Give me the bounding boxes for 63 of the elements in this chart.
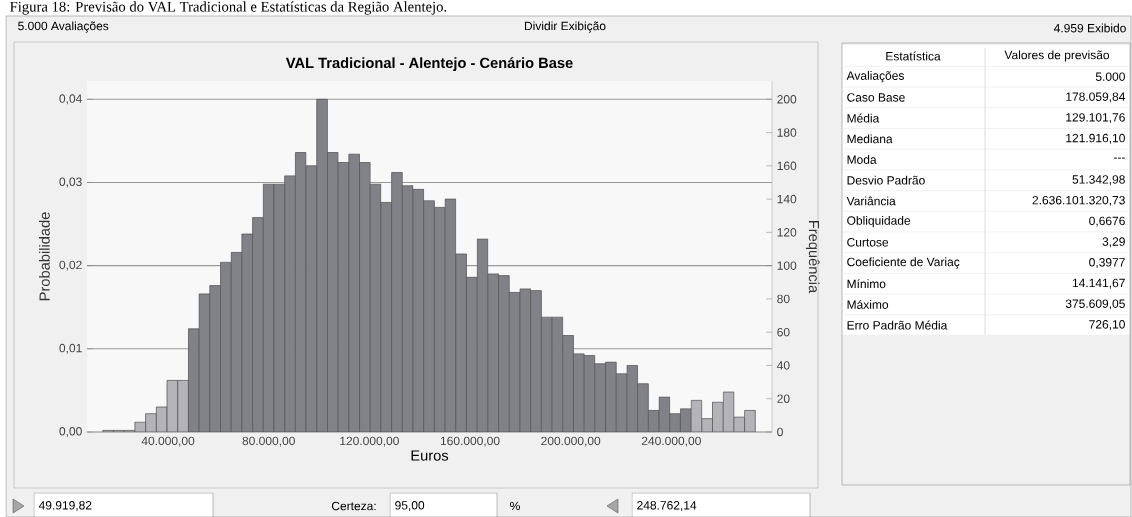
y-tick-label: 0,02 xyxy=(59,260,82,271)
text: 121.916,10 xyxy=(1066,133,1125,144)
text: Certeza: xyxy=(331,501,376,511)
text: Desvio Padrão xyxy=(847,175,925,185)
text: 2.636.101.320,73 xyxy=(1032,195,1125,206)
text: 3,29 xyxy=(1102,237,1125,248)
x-tick-label: 160.000,00 xyxy=(440,436,500,447)
y2-tick-label: 40 xyxy=(776,361,790,370)
text: Avaliações xyxy=(846,71,904,83)
y-tick-label: 0,04 xyxy=(59,94,82,105)
y2-axis-title: Frequência xyxy=(805,221,820,294)
text: Valores de previsão xyxy=(1004,50,1110,62)
y2-tick-label: 80 xyxy=(777,294,790,304)
text: Mediana xyxy=(847,134,893,144)
text: 0,3977 xyxy=(1089,258,1125,268)
text: 726,10 xyxy=(1089,320,1125,331)
y2-tick-label: 140 xyxy=(777,194,797,204)
text: 51.342,98 xyxy=(1072,175,1125,186)
chart-title: VAL Tradicional - Alentejo - Cenário Base xyxy=(285,57,573,71)
y2-tick-label: 180 xyxy=(777,128,797,137)
text: 0,6676 xyxy=(1089,216,1125,227)
text: 14.141,67 xyxy=(1072,278,1125,289)
y-tick-label: 0,00 xyxy=(59,427,82,437)
text: 248.762,14 xyxy=(637,501,697,511)
text: Coeficiente de Variaç xyxy=(847,257,960,269)
x-axis-title: Euros xyxy=(411,450,449,461)
text: 178.059,84 xyxy=(1066,92,1126,103)
y2-tick-label: 200 xyxy=(777,95,797,104)
x-tick-label: 40.000,00 xyxy=(141,436,195,447)
y2-tick-label: 60 xyxy=(777,327,790,337)
text: Máximo xyxy=(847,299,889,309)
text: Média xyxy=(847,113,880,123)
text: Dividir Exibição xyxy=(524,21,606,33)
text: 129.101,76 xyxy=(1066,113,1125,124)
y2-tick-label: 100 xyxy=(777,261,797,270)
text: 4.959 Exibido xyxy=(1053,23,1126,33)
y2-tick-label: 20 xyxy=(777,394,790,403)
y-axis-title: Probabilidade xyxy=(39,212,50,301)
text: Erro Padrão Média xyxy=(847,320,948,330)
text: Caso Base xyxy=(847,93,905,102)
text: Obliquidade xyxy=(847,216,911,228)
y2-tick-label: 160 xyxy=(777,161,797,171)
y-tick-label: 0,03 xyxy=(59,177,82,188)
text: --- xyxy=(1113,157,1125,159)
text: 95,00 xyxy=(395,501,425,511)
x-tick-label: 200.000,00 xyxy=(541,436,601,447)
y2-tick-label: 0 xyxy=(777,427,783,437)
text: Figura 18: Previsão do VAL Tradicional e Estatísticas da Região Alentejo. xyxy=(10,1,447,15)
x-tick-label: 120.000,00 xyxy=(340,436,399,447)
text: Mínimo xyxy=(847,279,886,289)
text: Moda xyxy=(847,155,877,164)
x-tick-label: 80.000,00 xyxy=(242,436,295,447)
text: 5.000 Avaliações xyxy=(18,21,109,33)
text: Curtose xyxy=(847,238,889,247)
text: 49.919,82 xyxy=(38,501,92,511)
text: % xyxy=(510,501,520,511)
y-tick-label: 0,01 xyxy=(59,343,82,354)
x-tick-label: 240.000,00 xyxy=(641,436,701,447)
text: 375.609,05 xyxy=(1065,299,1125,310)
text: Estatística xyxy=(886,51,941,61)
text: Variância xyxy=(846,196,896,206)
y2-tick-label: 120 xyxy=(777,228,797,237)
text: 5.000 xyxy=(1095,72,1125,81)
